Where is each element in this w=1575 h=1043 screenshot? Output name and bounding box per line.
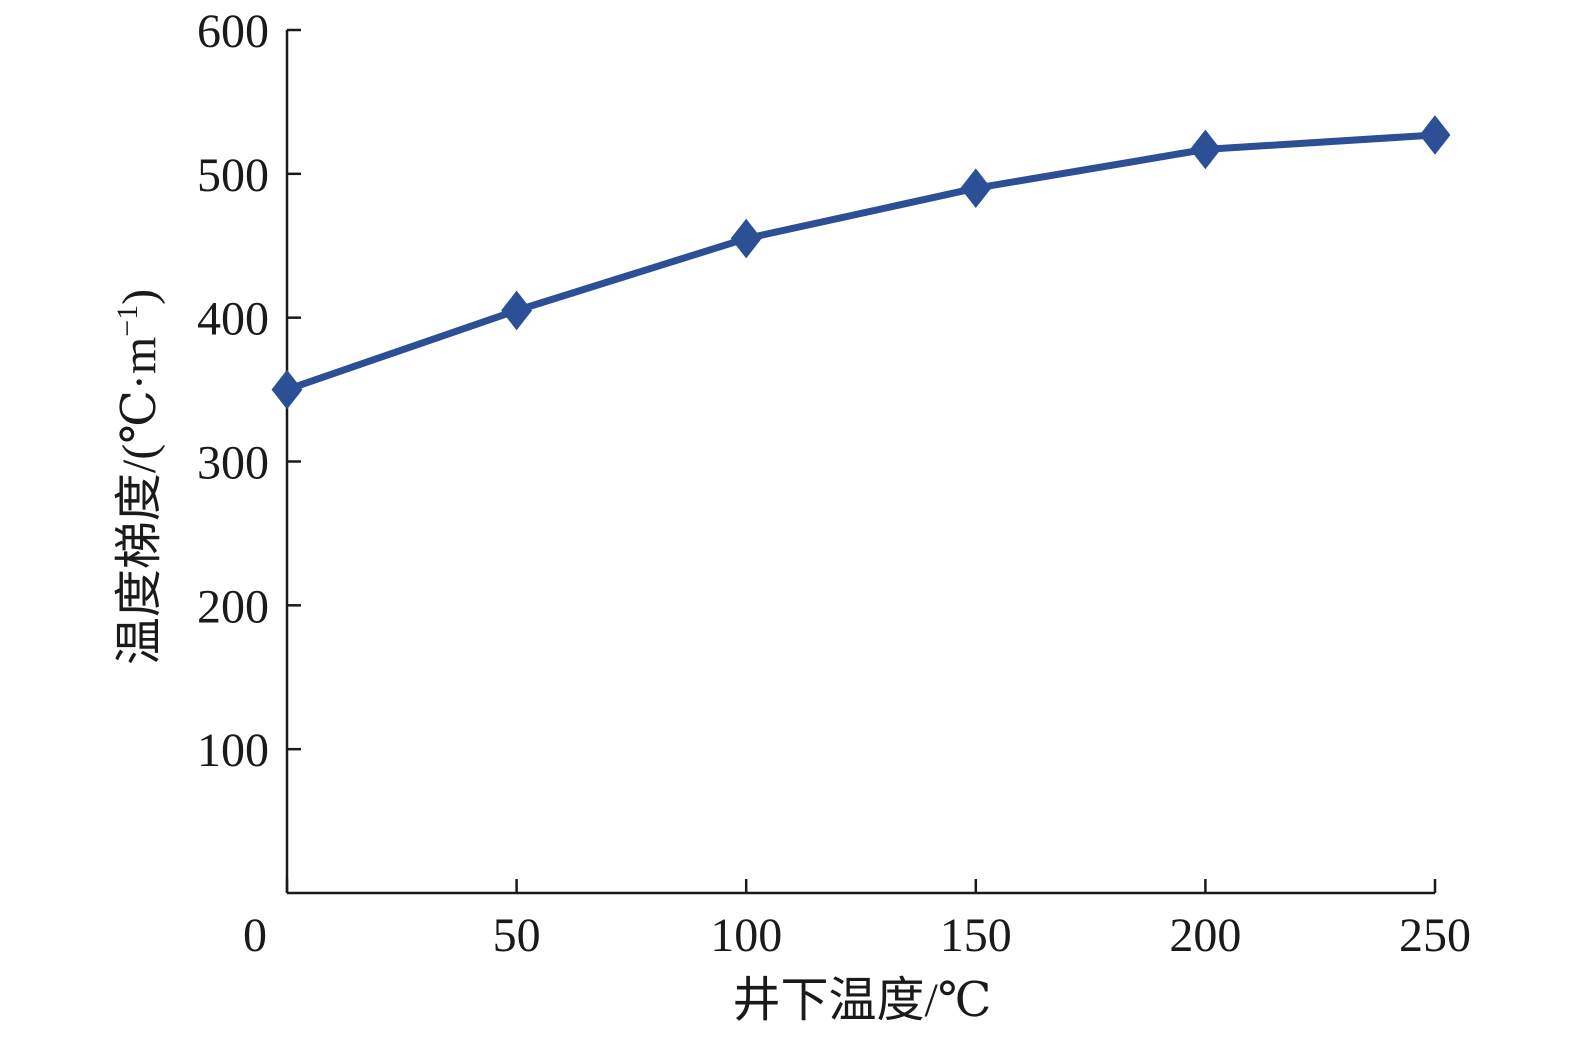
y-tick-label: 300 bbox=[197, 437, 269, 490]
data-point-marker bbox=[501, 290, 533, 331]
data-point-marker bbox=[960, 168, 992, 209]
y-tick-label: 600 bbox=[197, 5, 269, 58]
x-tick-label: 50 bbox=[493, 909, 541, 962]
data-point-marker bbox=[1189, 129, 1221, 170]
y-axis-title: 温度梯度/(℃·m−1) bbox=[111, 289, 166, 665]
series-line bbox=[285, 131, 1436, 393]
series-layer bbox=[271, 115, 1451, 410]
x-axis-title: 井下温度/℃ bbox=[732, 974, 991, 1027]
y-tick-label: 500 bbox=[197, 149, 269, 202]
y-tick-label: 100 bbox=[197, 724, 269, 777]
data-point-marker bbox=[271, 369, 303, 410]
axes bbox=[285, 30, 1435, 895]
y-axis-title-superscript: −1 bbox=[111, 305, 144, 337]
y-axis-title-main: 温度梯度/(℃·m bbox=[113, 337, 166, 665]
y-tick-label: 200 bbox=[197, 580, 269, 633]
y-axis-title-close: ) bbox=[113, 289, 166, 305]
data-point-marker bbox=[1419, 115, 1451, 155]
data-point-marker bbox=[730, 218, 762, 259]
x-tick-label: 150 bbox=[940, 909, 1012, 962]
y-tick-label: 400 bbox=[197, 293, 269, 346]
x-tick-label: 200 bbox=[1169, 909, 1241, 962]
x-tick-label: 100 bbox=[710, 909, 782, 962]
x-tick-label: 0 bbox=[243, 909, 267, 962]
ticks: 100 200 300 400 500 600 0 50 100 150 200 250 bbox=[197, 5, 1471, 962]
x-tick-label: 250 bbox=[1399, 909, 1471, 962]
